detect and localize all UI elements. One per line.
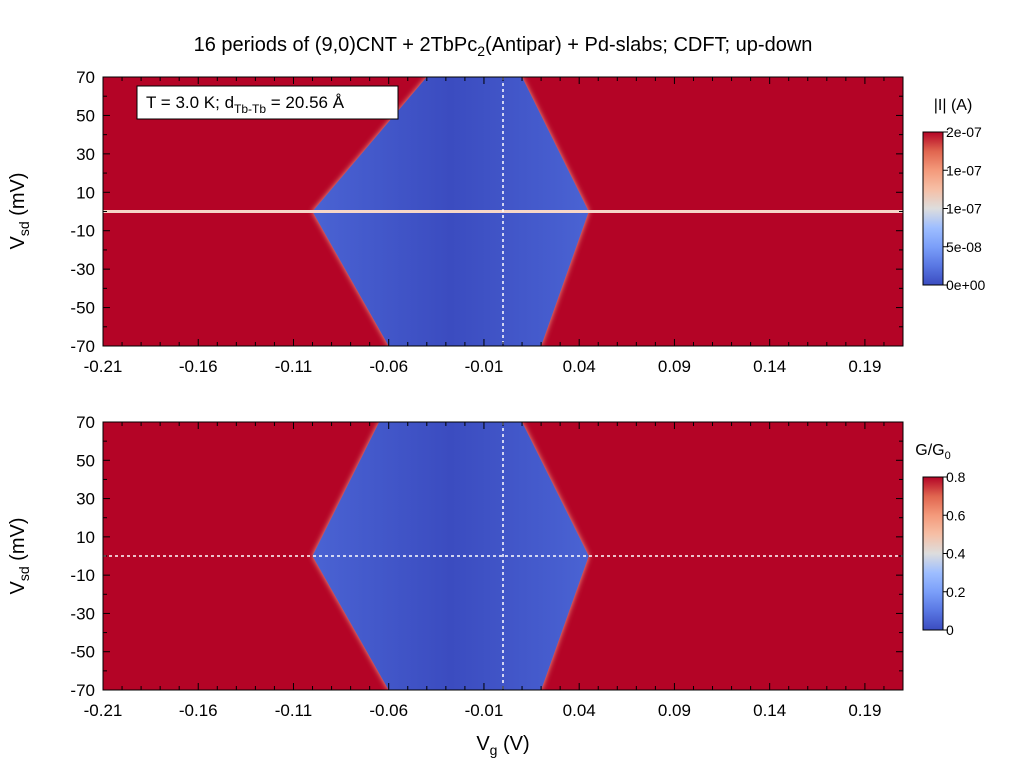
colorbar — [922, 131, 944, 286]
colorbar-tick-label: 5e-08 — [946, 239, 982, 255]
colorbar-tick-label: 2e-07 — [946, 124, 982, 140]
x-tick-label: -0.06 — [369, 701, 408, 720]
colorbar-tick-label: 0 — [946, 622, 954, 638]
colorbar-tick-label: 0.6 — [946, 507, 966, 523]
x-tick-label: 0.09 — [658, 357, 691, 376]
y-tick-label: 30 — [76, 490, 95, 509]
x-tick-label: -0.16 — [179, 701, 218, 720]
x-tick-label: -0.01 — [465, 357, 504, 376]
x-tick-label: -0.11 — [275, 701, 313, 720]
x-tick-label: -0.16 — [179, 357, 218, 376]
y-axis-ticks: 70 50 30 10 -10 -30 -50 -70 — [70, 68, 903, 356]
colorbar-tick-label: 0e+00 — [946, 277, 986, 293]
x-tick-label: -0.21 — [84, 357, 123, 376]
x-tick-label: 0.19 — [848, 701, 881, 720]
chart-title: 16 periods of (9,0)CNT + 2TbPc2(Antipar)… — [194, 34, 813, 59]
colorbar-label: G/G0 — [915, 442, 950, 462]
y-tick-label: 50 — [76, 106, 95, 125]
conductance-heatmap-panel: -0.21 -0.16 -0.11 -0.06 -0.01 0.04 0.09 0.14 0.1… — [7, 413, 966, 758]
y-tick-label: 70 — [76, 413, 95, 432]
y-axis-ticks: 70 50 30 10 -10 -30 -50 -70 — [70, 413, 903, 700]
x-tick-label: 0.14 — [753, 701, 786, 720]
x-tick-label: 0.09 — [658, 701, 691, 720]
x-axis-label: Vg (V) — [476, 733, 529, 758]
blockade-diamond — [312, 422, 589, 690]
x-tick-label: 0.04 — [563, 357, 596, 376]
x-tick-label: 0.19 — [848, 357, 881, 376]
plot-frame — [102, 421, 904, 691]
y-axis-label: Vsd (mV) — [7, 517, 32, 594]
y-tick-label: -30 — [70, 260, 95, 279]
x-tick-label: 0.14 — [753, 357, 786, 376]
colorbar-tick-label: 0.8 — [946, 469, 966, 485]
plot-frame — [102, 76, 904, 347]
x-tick-label: -0.11 — [275, 357, 313, 376]
colorbar-tick-label: 1e-07 — [946, 201, 982, 217]
y-axis-label: Vsd (mV) — [7, 172, 32, 249]
x-tick-label: 0.04 — [563, 701, 596, 720]
y-tick-label: -10 — [70, 566, 95, 585]
x-axis-ticks: -0.21 -0.16 -0.11 -0.06 -0.01 0.04 0.09 0.14 0.1… — [84, 77, 904, 376]
y-tick-label: -10 — [70, 222, 95, 241]
current-heatmap-panel: -0.21 -0.16 -0.11 -0.06 -0.01 0.04 0.09 0.14 0.1… — [7, 68, 986, 376]
x-tick-label: -0.21 — [84, 701, 123, 720]
colorbar-ticks: 0e+00 5e-08 1e-07 1e-07 2e-07 — [943, 124, 986, 293]
y-tick-label: 10 — [76, 528, 95, 547]
y-tick-label: -50 — [70, 643, 95, 662]
colorbar-tick-label: 1e-07 — [946, 162, 982, 178]
colorbar-tick-label: 0.4 — [946, 546, 966, 562]
annotation-box — [136, 85, 399, 120]
y-tick-label: -70 — [70, 681, 95, 700]
colorbar — [922, 476, 944, 631]
colorbar-ticks: 0 0.2 0.4 0.6 0.8 — [943, 469, 966, 638]
colorbar-tick-label: 0.2 — [946, 584, 966, 600]
temperature-annotation: T = 3.0 K; dTb-Tb = 20.56 Å — [146, 93, 345, 116]
y-tick-label: 10 — [76, 183, 95, 202]
y-tick-label: -50 — [70, 299, 95, 318]
x-tick-label: -0.01 — [465, 701, 504, 720]
colorbar-label: |I| (A) — [934, 97, 973, 114]
y-tick-label: 30 — [76, 145, 95, 164]
y-tick-label: -70 — [70, 337, 95, 356]
y-tick-label: 70 — [76, 68, 95, 87]
y-tick-label: -30 — [70, 604, 95, 623]
x-tick-label: -0.06 — [369, 357, 408, 376]
y-tick-label: 50 — [76, 451, 95, 470]
